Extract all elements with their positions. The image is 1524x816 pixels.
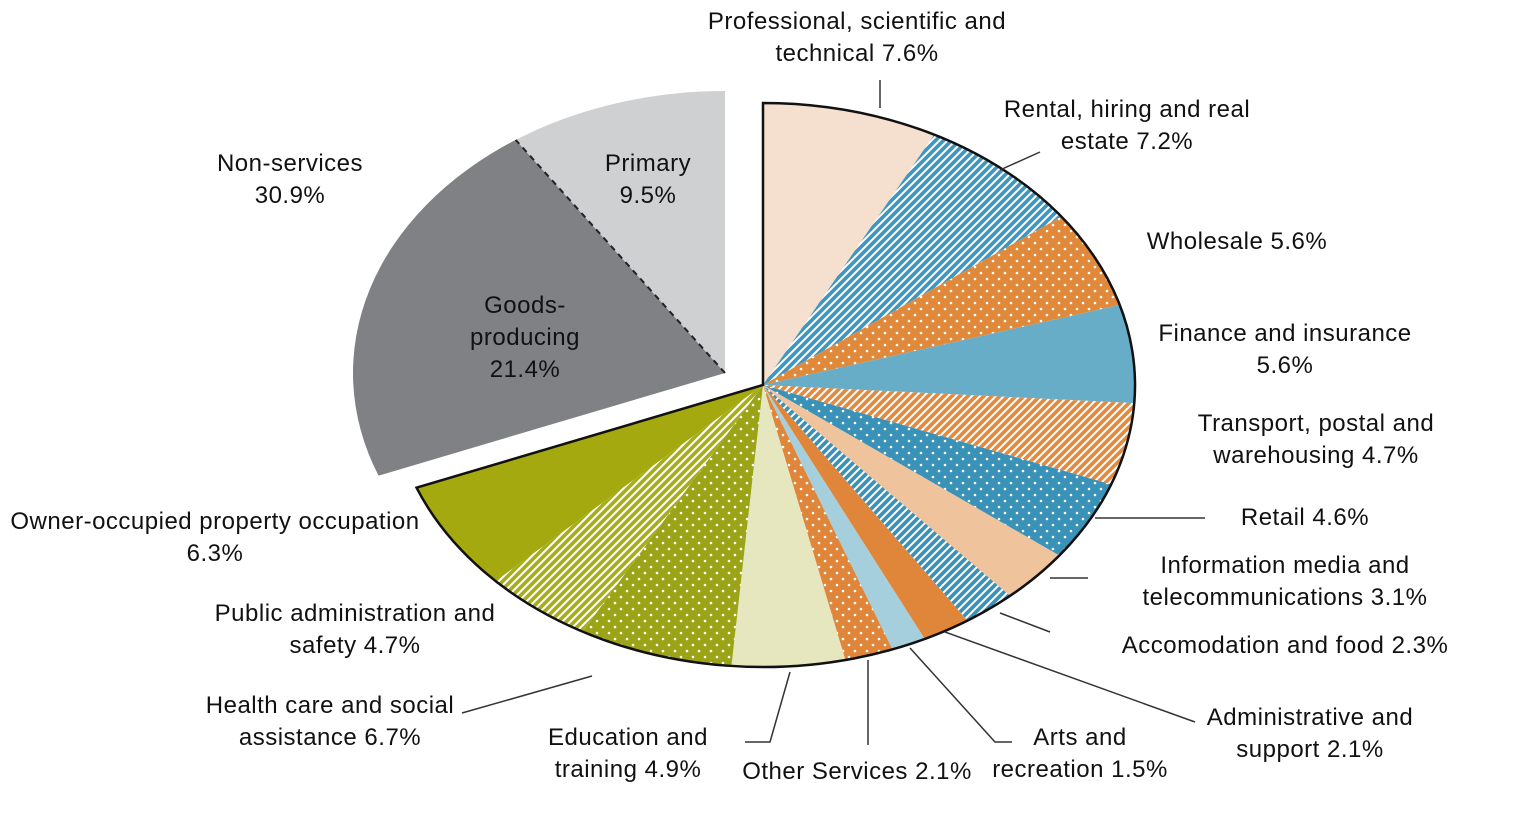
pie-slice <box>582 385 763 666</box>
slice-label: Primary 9.5% <box>573 148 723 212</box>
value-label: 2.3% <box>1391 632 1449 659</box>
slice-label: Education and training 4.9% <box>508 722 748 786</box>
slice-label: Wholesale 5.6% <box>1087 226 1387 258</box>
pie-slice <box>495 385 763 632</box>
leader-line <box>745 671 791 743</box>
slice-label: Rental, hiring and real estate 7.2% <box>982 94 1272 158</box>
pie-slice <box>763 304 1135 404</box>
category-name: Finance and insurance <box>1158 320 1412 347</box>
pie-slice <box>763 385 1112 556</box>
annotation: Non-services 30.9% <box>200 148 380 212</box>
value-label: 4.6% <box>1312 504 1370 531</box>
value-label: 7.2% <box>1136 128 1194 155</box>
category-name: Retail <box>1240 504 1306 531</box>
value-label: 6.7% <box>364 724 422 751</box>
leader-line <box>909 647 1012 743</box>
value-label: 5.6% <box>1256 352 1314 379</box>
value-label: 1.5% <box>1111 756 1168 783</box>
value-label: 4.7% <box>363 632 421 659</box>
value-label: 2.1% <box>1327 736 1384 763</box>
pie-slice <box>515 91 725 373</box>
category-name: Information media and telecommunications <box>1142 552 1410 611</box>
leader-line <box>999 151 1041 171</box>
slice-label: Health care and social assistance 6.7% <box>195 690 465 754</box>
value-label: 21.4% <box>489 356 561 383</box>
category-name: Health care and social assistance <box>205 692 455 751</box>
category-name: Transport, postal and warehousing <box>1197 410 1435 469</box>
pie-slice <box>763 385 1135 485</box>
category-name: Other Services <box>742 758 908 785</box>
value-label: 4.7% <box>1362 442 1419 469</box>
leader-line <box>999 612 1051 633</box>
category-name: Accomodation and food <box>1121 632 1385 659</box>
slice-label: Public administration and safety 4.7% <box>185 598 525 662</box>
category-name: Wholesale <box>1146 228 1264 255</box>
annotation-text: Non-services 30.9% <box>216 150 364 209</box>
category-name: Public administration and safety <box>214 600 496 659</box>
value-label: 9.5% <box>619 182 677 209</box>
leader-line <box>944 631 1196 723</box>
slice-label: Accomodation and food 2.3% <box>1045 630 1524 662</box>
slice-label: Goods-producing 21.4% <box>450 290 600 386</box>
slice-label: Arts and recreation 1.5% <box>990 722 1170 786</box>
pie-slice <box>763 385 968 639</box>
category-name: Education and training <box>548 724 708 783</box>
value-label: 2.1% <box>915 758 972 785</box>
pie-slice <box>763 134 1062 385</box>
pie-slice <box>763 103 935 385</box>
category-name: Professional, scientific and technical <box>707 8 1007 67</box>
category-name: Primary <box>604 150 692 177</box>
value-label: 4.9% <box>644 756 702 783</box>
slice-label: Administrative and support 2.1% <box>1180 702 1440 766</box>
pie-slice <box>763 385 893 660</box>
value-label: 5.6% <box>1270 228 1328 255</box>
category-name: Arts and recreation <box>992 724 1127 783</box>
category-name: Administrative and support <box>1206 704 1414 763</box>
pie-slice <box>763 385 1060 596</box>
services-outline <box>414 101 1137 669</box>
pie-slice <box>731 385 846 667</box>
category-name: Rental, hiring and real estate <box>1003 96 1251 155</box>
slice-label: Professional, scientific and technical 7… <box>677 6 1037 70</box>
category-name: Owner-occupied property occupation <box>10 508 420 535</box>
value-label: 6.3% <box>186 540 244 567</box>
slice-label: Finance and insurance 5.6% <box>1155 318 1415 382</box>
slice-label: Retail 4.6% <box>1205 502 1405 534</box>
group-divider <box>514 139 726 374</box>
category-name: Goods-producing <box>470 292 580 351</box>
pie-slice <box>763 385 1011 621</box>
pie-slice <box>763 216 1120 385</box>
slice-label: Transport, postal and warehousing 4.7% <box>1146 408 1486 472</box>
slice-label: Information media and telecommunications… <box>1075 550 1495 614</box>
value-label: 7.6% <box>881 40 939 67</box>
pie-slice <box>353 139 725 476</box>
leader-line <box>461 675 593 714</box>
slice-label: Other Services 2.1% <box>737 756 977 788</box>
slice-label: Owner-occupied property occupation 6.3% <box>5 506 425 570</box>
pie-slice <box>416 385 763 582</box>
pie-slice <box>763 385 925 650</box>
value-label: 3.1% <box>1370 584 1428 611</box>
